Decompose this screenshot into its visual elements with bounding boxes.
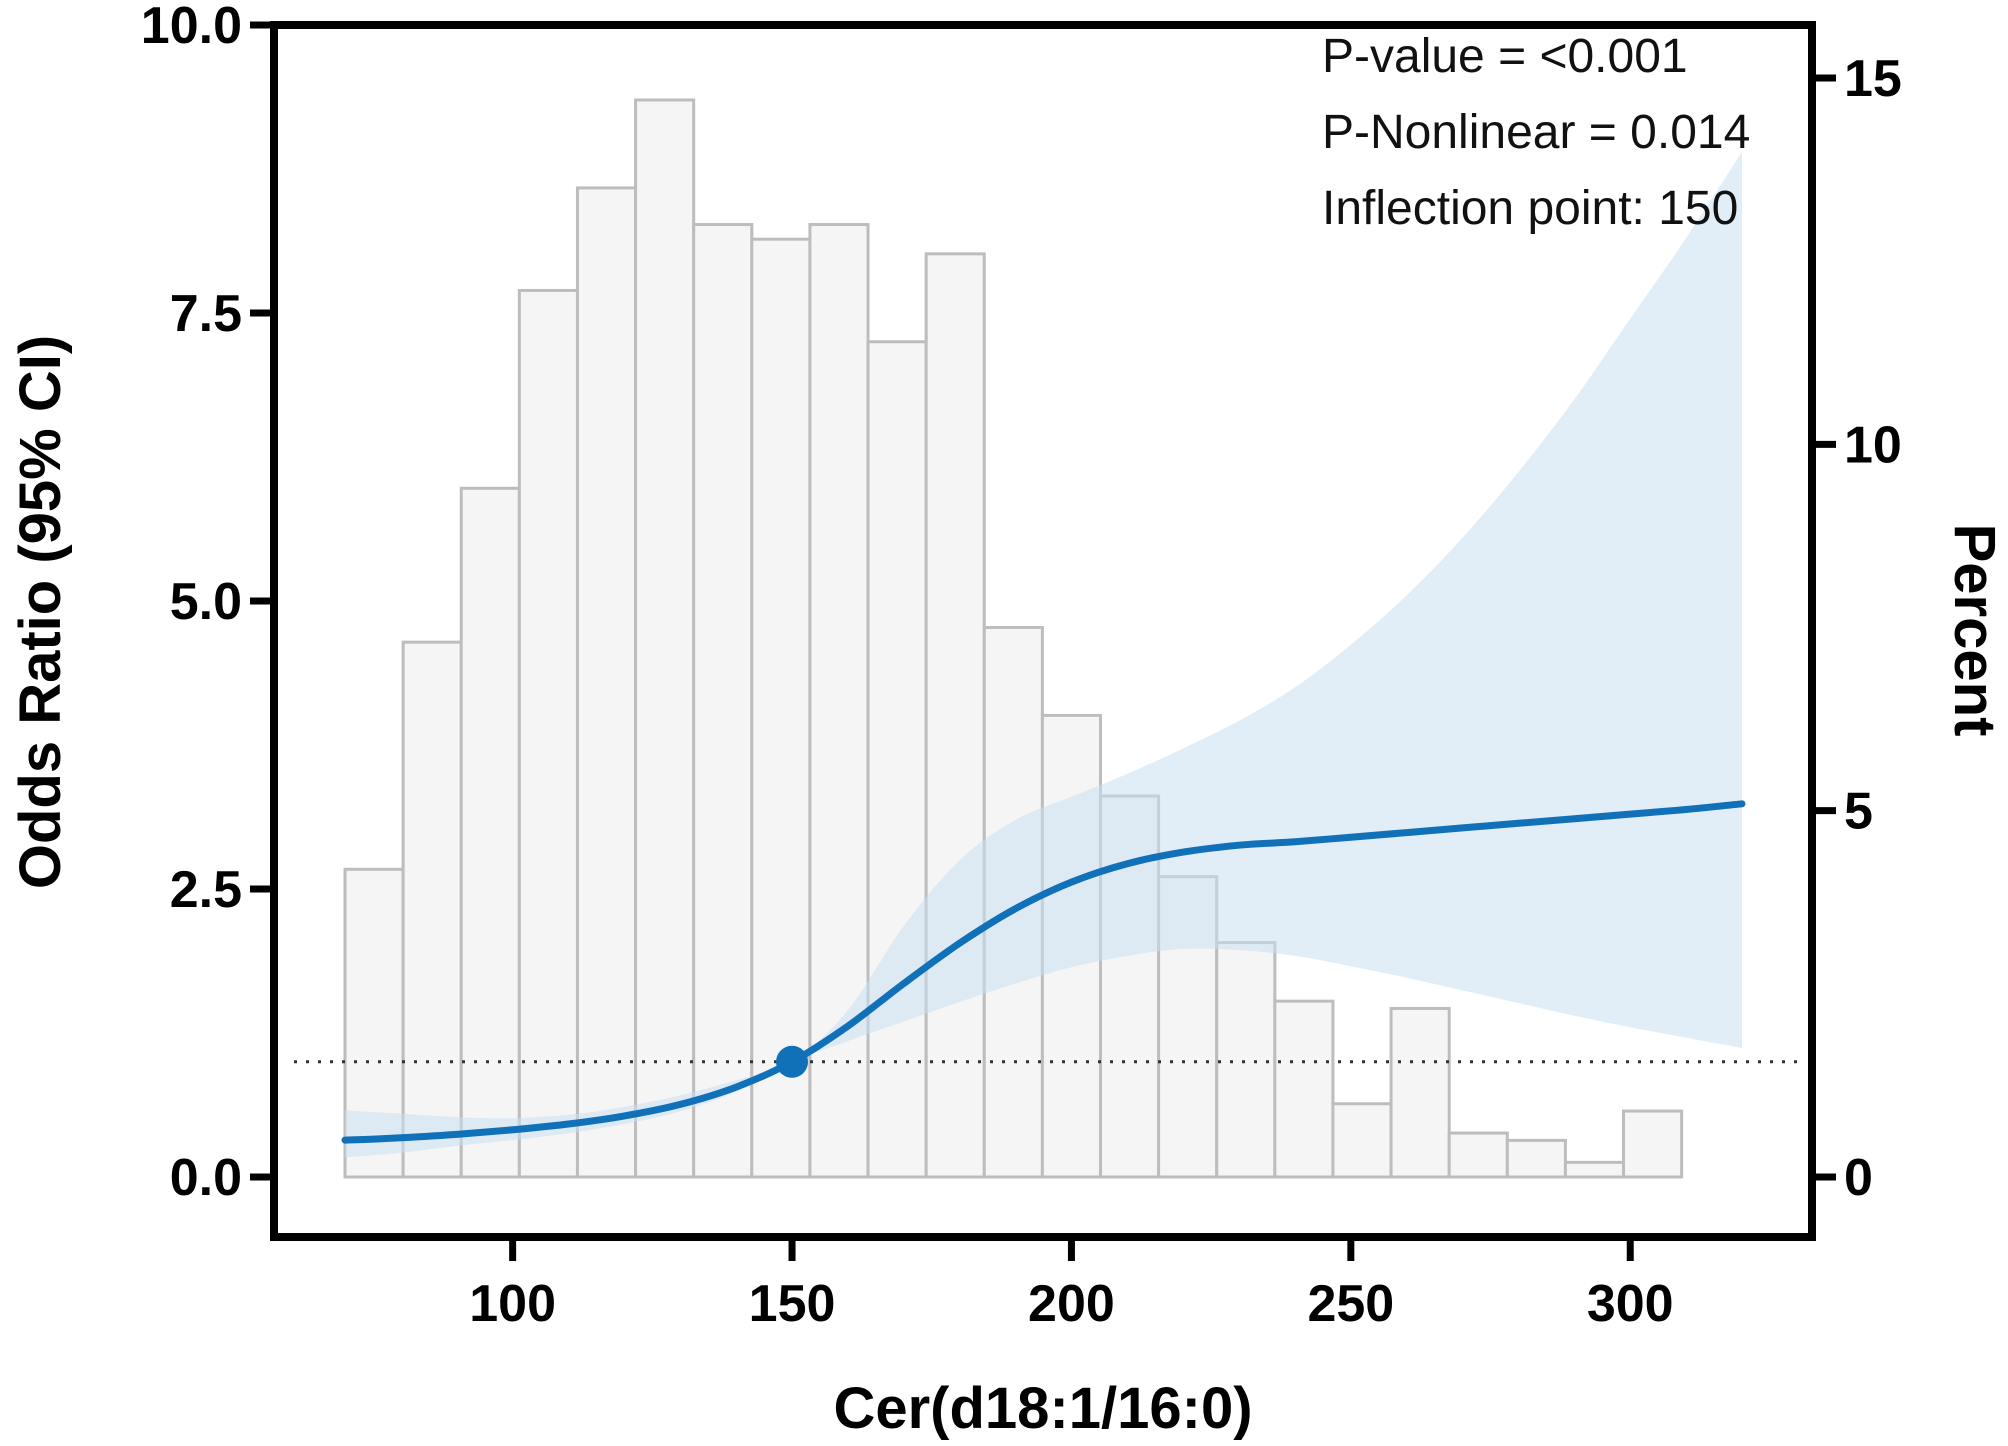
- histogram-bar: [924, 252, 986, 1179]
- ci-band: [345, 151, 1742, 1158]
- histogram-bar: [1505, 1138, 1567, 1179]
- x-axis-title: Cer(d18:1/16:0): [833, 1376, 1252, 1441]
- histogram-bars: [343, 98, 1684, 1179]
- histogram-bar: [866, 340, 928, 1179]
- right-axis-title: Percent: [1942, 524, 2007, 737]
- right-tick-label: 15: [1844, 50, 1902, 108]
- histogram-bar: [1273, 999, 1335, 1179]
- p-value-annotation: P-value = <0.001: [1322, 30, 1688, 83]
- right-axis-ticks: 0 5 10 15: [1812, 50, 1902, 1207]
- histogram-bar: [401, 640, 463, 1179]
- histogram-bar: [575, 186, 638, 1179]
- inflection-point-annotation: Inflection point: 150: [1322, 182, 1738, 235]
- histogram-bar: [692, 223, 754, 1179]
- x-tick-label: 300: [1587, 1275, 1674, 1333]
- right-tick-label: 5: [1844, 783, 1873, 841]
- histogram-bar: [1331, 1102, 1393, 1179]
- left-tick-label: 0.0: [170, 1149, 242, 1207]
- right-tick-label: 10: [1844, 416, 1902, 474]
- histogram-bar: [634, 98, 696, 1179]
- histogram-bar: [1563, 1160, 1626, 1179]
- x-axis-ticks: 100 150 200 250 300: [469, 1237, 1674, 1333]
- histogram-bar: [1447, 1131, 1509, 1179]
- or-curve: [341, 800, 1746, 1144]
- histogram-bar: [1389, 1006, 1451, 1179]
- right-tick-label: 0: [1844, 1149, 1873, 1207]
- inflection-point-marker: [776, 1045, 809, 1078]
- left-axis-ticks: 0.0 2.5 5.0 7.5 10.0: [141, 0, 274, 1207]
- x-tick-label: 250: [1307, 1275, 1394, 1333]
- histogram-bar: [517, 288, 579, 1179]
- x-tick-label: 200: [1028, 1275, 1115, 1333]
- histogram-bar: [750, 237, 812, 1179]
- left-tick-label: 5.0: [170, 573, 242, 631]
- histogram-bar: [1215, 941, 1277, 1179]
- x-tick-label: 150: [749, 1275, 836, 1333]
- x-tick-label: 100: [469, 1275, 556, 1333]
- left-tick-label: 10.0: [141, 0, 242, 55]
- left-tick-label: 2.5: [170, 861, 242, 919]
- p-nonlinear-annotation: P-Nonlinear = 0.014: [1322, 106, 1750, 159]
- histogram-bar: [459, 486, 521, 1179]
- histogram-bar: [1622, 1109, 1684, 1179]
- left-axis-title: Odds Ratio (95% CI): [8, 335, 73, 889]
- left-tick-label: 7.5: [170, 285, 242, 343]
- plot-frame: [270, 21, 1816, 1241]
